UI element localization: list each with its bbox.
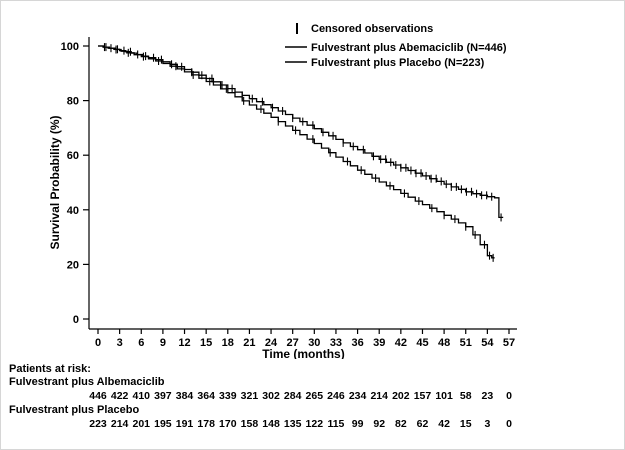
risk-count: 321 — [240, 390, 259, 402]
x-tick-label: 27 — [287, 337, 299, 349]
risk-count: 115 — [327, 418, 345, 430]
y-tick-label: 20 — [67, 259, 79, 271]
risk-count: 122 — [305, 418, 324, 430]
risk-counts-row-placebo: 223 214 201 195 191 178 170 158 148 135 122 115 99 92… — [1, 418, 624, 431]
x-tick-label: 3 — [117, 337, 123, 349]
legend-label-abemaciclib: Fulvestrant plus Abemaciclib (N=446) — [311, 42, 507, 54]
risk-count: 202 — [392, 390, 410, 402]
risk-count: 422 — [110, 390, 129, 402]
y-tick-label: 80 — [67, 96, 79, 108]
x-tick-label: 33 — [330, 337, 342, 349]
risk-count: 101 — [435, 390, 453, 402]
risk-count: 384 — [175, 390, 194, 402]
x-axis-title: Time (months) — [262, 347, 344, 359]
risk-count: 214 — [370, 390, 388, 402]
risk-count: 191 — [175, 418, 194, 430]
y-axis-title: Survival Probability (%) — [48, 115, 62, 249]
y-tick-label: 100 — [61, 41, 79, 53]
x-tick-label: 39 — [373, 337, 385, 349]
risk-count: 148 — [262, 418, 280, 430]
risk-count: 15 — [459, 418, 472, 430]
risk-count: 364 — [197, 390, 215, 402]
x-tick-label: 0 — [95, 337, 101, 349]
risk-count: 178 — [197, 418, 215, 430]
risk-count: 3 — [484, 418, 491, 430]
risk-count: 446 — [89, 390, 107, 402]
y-tick-label: 0 — [73, 314, 79, 326]
risk-count: 223 — [89, 418, 107, 430]
risk-counts-row-abemaciclib: 446 422 410 397 384 364 339 321 302 284 265 246 234 2… — [1, 390, 624, 403]
risk-count: 23 — [481, 390, 494, 402]
risk-count: 62 — [416, 418, 429, 430]
x-tick-label: 24 — [265, 337, 278, 349]
risk-table-header: Patients at risk: — [9, 363, 91, 375]
risk-count: 135 — [283, 418, 302, 430]
risk-count: 82 — [394, 418, 407, 430]
y-tick-label: 40 — [67, 205, 79, 217]
risk-count: 195 — [154, 418, 172, 430]
risk-count: 234 — [348, 390, 367, 402]
risk-row-label-placebo: Fulvestrant plus Placebo — [9, 404, 140, 416]
x-tick-label: 6 — [138, 337, 144, 349]
survival-curve-placebo — [98, 45, 495, 259]
risk-count: 99 — [351, 418, 364, 430]
risk-count: 284 — [283, 390, 302, 402]
survival-curve-abemaciclib — [98, 45, 504, 219]
risk-count: 157 — [413, 390, 432, 402]
x-tick-label: 36 — [351, 337, 363, 349]
risk-count: 302 — [262, 390, 280, 402]
risk-count: 92 — [373, 418, 386, 430]
x-tick-label: 57 — [503, 337, 515, 349]
risk-count: 397 — [154, 390, 172, 402]
x-tick-label: 9 — [160, 337, 166, 349]
x-tick-label: 12 — [178, 337, 190, 349]
risk-count: 58 — [459, 390, 472, 402]
x-tick-label: 45 — [416, 337, 428, 349]
x-tick-label: 42 — [395, 337, 407, 349]
risk-count: 265 — [305, 390, 324, 402]
x-tick-label: 48 — [438, 337, 450, 349]
legend-label-placebo: Fulvestrant plus Placebo (N=223) — [311, 57, 485, 69]
x-tick-label: 21 — [243, 337, 255, 349]
x-tick-label: 51 — [460, 337, 472, 349]
x-tick-label: 15 — [200, 337, 212, 349]
risk-count: 410 — [132, 390, 151, 402]
risk-count: 158 — [240, 418, 259, 430]
risk-count: 339 — [219, 390, 237, 402]
risk-count: 214 — [110, 418, 129, 430]
x-tick-label: 30 — [308, 337, 320, 349]
x-tick-label: 54 — [481, 337, 494, 349]
risk-count: 0 — [506, 390, 512, 402]
risk-count: 170 — [219, 418, 237, 430]
y-tick-label: 60 — [67, 150, 79, 162]
risk-count: 42 — [438, 418, 450, 430]
risk-count: 0 — [506, 418, 512, 430]
x-tick-label: 18 — [222, 337, 234, 349]
risk-count: 246 — [327, 390, 345, 402]
patients-at-risk-table: Patients at risk: Fulvestrant plus Albem… — [1, 357, 624, 449]
risk-row-label-abemaciclib: Fulvestrant plus Albemaciclib — [9, 376, 165, 388]
legend-label-censored: Censored observations — [311, 23, 433, 35]
risk-count: 201 — [132, 418, 151, 430]
